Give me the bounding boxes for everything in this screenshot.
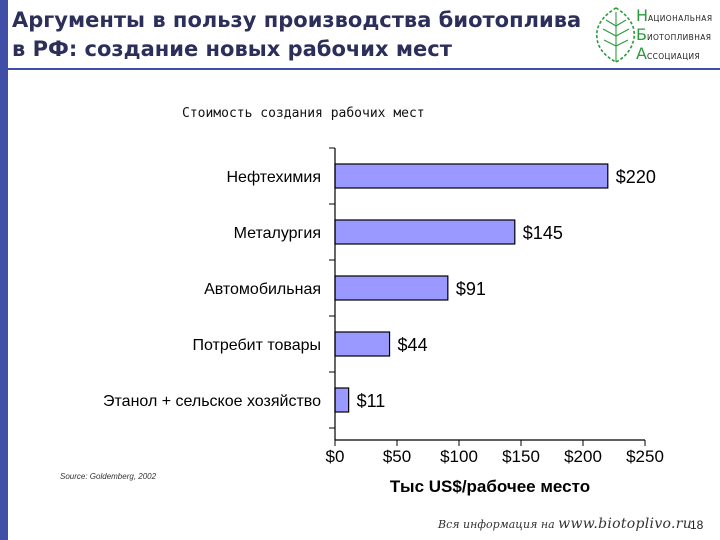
data-label: $91 [456,279,486,299]
data-label: $11 [357,391,386,411]
category-label: Металургия [234,225,321,242]
association-logo: НАЦИОНАЛЬНАЯ БИОТОПЛИВНАЯ АССОЦИАЦИЯ [592,4,718,66]
x-tick-label: $100 [440,447,478,466]
x-tick-label: $200 [564,447,602,466]
logo-line-2: БИОТОПЛИВНАЯ [636,25,711,44]
slide-title: Аргументы в пользу производства биотопли… [12,6,612,64]
logo-initial-1: Н [636,6,649,25]
data-label: $220 [616,167,656,187]
bar [334,387,350,413]
bar [334,331,391,357]
side-accent-bar [0,0,8,540]
logo-text-3: ССОЦИАЦИЯ [646,52,701,61]
bar [334,219,516,245]
logo-line-1: НАЦИОНАЛЬНАЯ [636,6,712,25]
source-note: Source: Goldemberg, 2002 [60,472,157,481]
data-label: $145 [523,223,563,243]
logo-initial-3: А [636,44,647,63]
page-number: 18 [690,518,704,532]
x-tick-label: $50 [383,447,411,466]
category-label: Этанол + сельское хозяйство [103,393,321,410]
x-tick-label: $150 [502,447,540,466]
leaf-icon [596,7,636,63]
logo-text-2: ИОТОПЛИВНАЯ [646,33,712,42]
slide-title-line-1: Аргументы в пользу производства биотопли… [12,8,582,32]
footer-prefix: Вся информация на [438,518,555,531]
category-label: Автомобильная [204,281,321,298]
x-tick-label: $0 [326,447,345,466]
bar [334,163,609,189]
logo-initial-2: Б [636,25,647,44]
category-label: Нефтехимия [227,169,322,186]
header-divider [8,68,720,70]
footer-info: Вся информация на www.biotoplivo.ru [438,516,692,532]
slide-title-line-2: в РФ: создание новых рабочих мест [12,37,452,61]
x-axis-label: Тыс US$/рабочее место [390,477,590,496]
bar [334,275,449,301]
x-tick-label: $250 [626,447,664,466]
footer-site-link[interactable]: www.biotoplivo.ru [558,516,693,532]
logo-line-3: АССОЦИАЦИЯ [636,44,700,63]
chart-title: Стоимость создания рабочих мест [182,106,425,121]
data-label: $44 [398,335,428,355]
category-label: Потребит товары [192,337,321,354]
logo-text-1: АЦИОНАЛЬНАЯ [648,14,713,23]
